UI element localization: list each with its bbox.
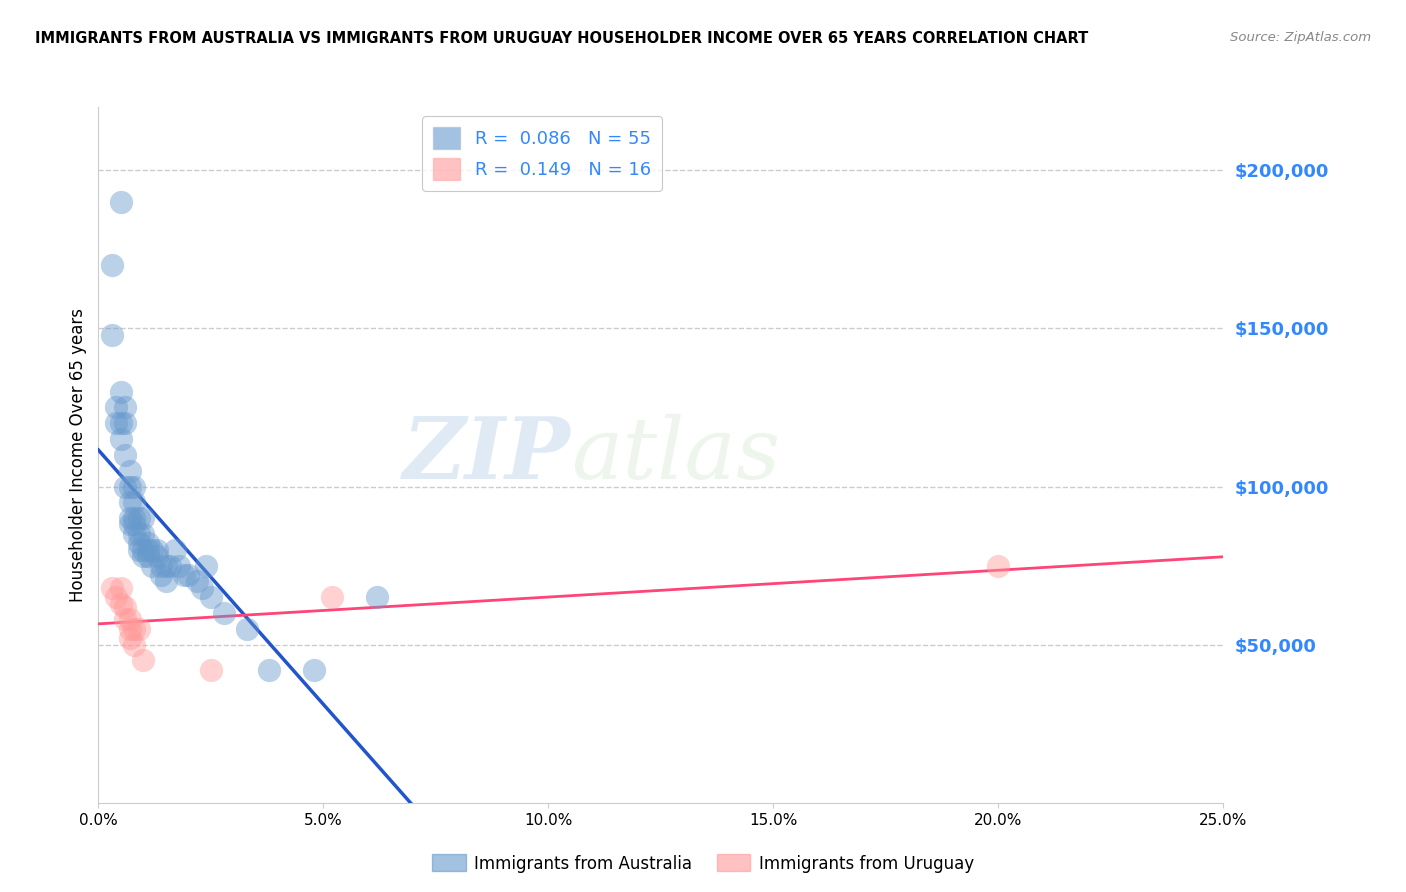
Point [195,558,218,573]
Point [105,591,128,605]
Point [159,558,181,573]
Point [124,638,146,652]
Point [132,527,155,541]
Point [124,517,146,532]
Point [110,417,132,431]
Point [200,591,222,605]
Text: Source: ZipAtlas.com: Source: ZipAtlas.com [1230,31,1371,45]
Text: atlas: atlas [571,414,780,496]
Point [146,549,169,563]
Legend: Immigrants from Australia, Immigrants from Uruguay: Immigrants from Australia, Immigrants fr… [426,847,980,880]
Point [118,464,141,478]
Point [110,194,132,209]
Point [128,511,150,525]
Point [987,558,1010,573]
Point [110,432,132,446]
Point [124,495,146,509]
Point [169,558,191,573]
Point [236,622,259,636]
Point [304,663,326,677]
Text: ZIP: ZIP [404,413,571,497]
Point [118,612,141,626]
Point [136,536,159,550]
Point [118,632,141,646]
Point [110,384,132,399]
Point [191,581,214,595]
Point [114,448,136,462]
Point [132,542,155,557]
Point [101,581,124,595]
Point [124,479,146,493]
Point [114,401,136,415]
Point [128,542,150,557]
Point [128,536,150,550]
Point [110,581,132,595]
Point [118,479,141,493]
Point [128,622,150,636]
Point [141,558,163,573]
Point [155,574,177,589]
Point [132,511,155,525]
Point [173,568,195,582]
Point [124,511,146,525]
Point [118,622,141,636]
Text: IMMIGRANTS FROM AUSTRALIA VS IMMIGRANTS FROM URUGUAY HOUSEHOLDER INCOME OVER 65 : IMMIGRANTS FROM AUSTRALIA VS IMMIGRANTS … [35,31,1088,46]
Legend: R =  0.086   N = 55, R =  0.149   N = 16: R = 0.086 N = 55, R = 0.149 N = 16 [422,116,662,191]
Point [259,663,281,677]
Point [101,327,124,342]
Point [114,417,136,431]
Point [136,542,159,557]
Point [124,527,146,541]
Point [136,549,159,563]
Point [128,527,150,541]
Point [150,558,173,573]
Point [105,401,128,415]
Point [110,597,132,611]
Point [118,511,141,525]
Point [186,574,208,589]
Point [366,591,388,605]
Point [155,558,177,573]
Point [114,599,136,614]
Point [214,606,236,620]
Point [150,568,173,582]
Y-axis label: Householder Income Over 65 years: Householder Income Over 65 years [69,308,87,602]
Point [141,542,163,557]
Point [118,495,141,509]
Point [200,663,222,677]
Point [132,653,155,667]
Point [118,517,141,532]
Point [114,612,136,626]
Point [101,258,124,272]
Point [321,591,343,605]
Point [105,417,128,431]
Point [163,542,186,557]
Point [177,568,200,582]
Point [146,542,169,557]
Point [124,622,146,636]
Point [132,549,155,563]
Point [114,479,136,493]
